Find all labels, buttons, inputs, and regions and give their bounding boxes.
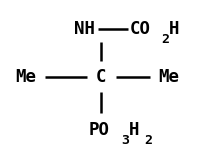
- Text: 3: 3: [120, 134, 128, 147]
- Text: 2: 2: [161, 33, 168, 46]
- Text: H: H: [168, 20, 179, 38]
- Text: Me: Me: [16, 68, 36, 86]
- Text: Me: Me: [158, 68, 178, 86]
- Text: NH: NH: [74, 20, 95, 38]
- Text: 2: 2: [144, 134, 152, 147]
- Text: PO: PO: [88, 121, 109, 139]
- Text: CO: CO: [129, 20, 150, 38]
- Text: C: C: [96, 68, 106, 86]
- Text: H: H: [128, 121, 139, 139]
